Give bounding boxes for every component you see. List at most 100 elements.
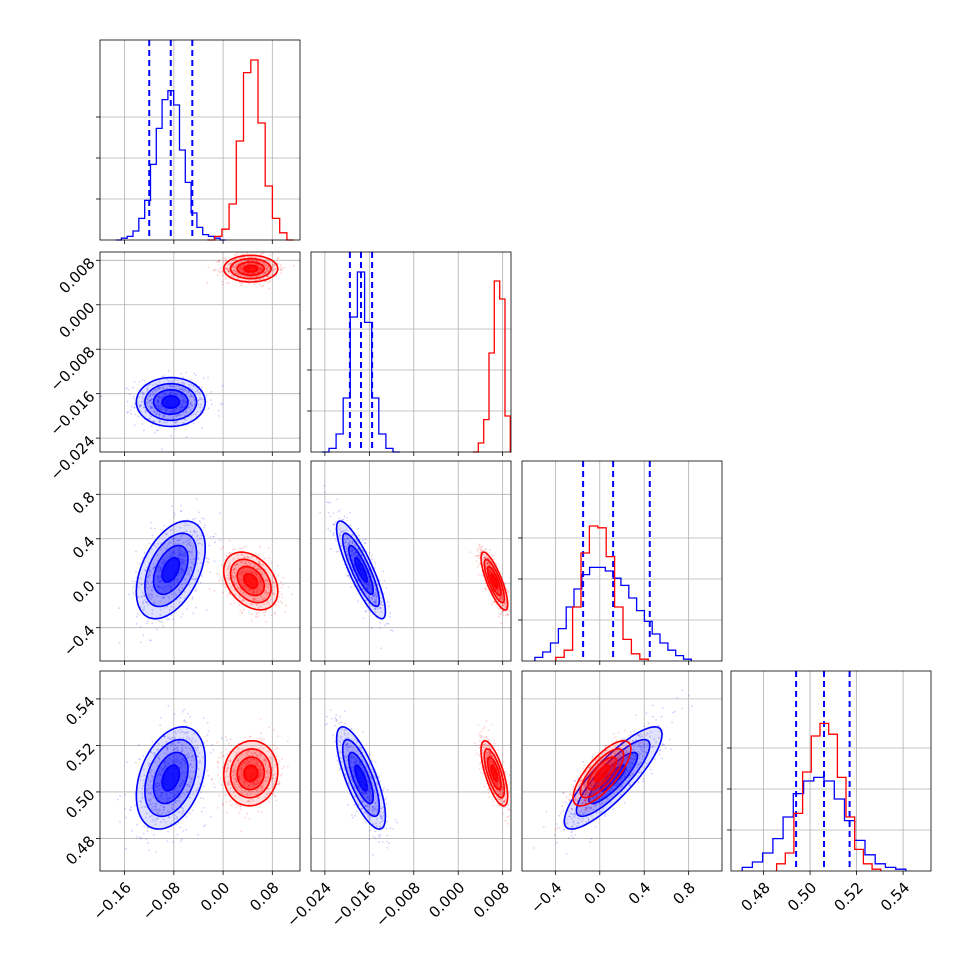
sample-point <box>203 518 206 520</box>
sample-point <box>279 600 282 603</box>
sample-point <box>224 276 227 278</box>
sample-point <box>136 616 138 618</box>
sample-point <box>226 555 228 558</box>
panel-2-2 <box>522 461 722 661</box>
sample-point <box>256 613 258 616</box>
sample-point <box>478 543 480 546</box>
sample-point <box>210 815 212 818</box>
sample-point <box>220 403 222 406</box>
sample-point <box>124 847 127 850</box>
sample-point <box>185 436 188 438</box>
sample-point <box>176 833 179 836</box>
sample-point <box>155 404 157 406</box>
sample-point <box>278 783 281 785</box>
sample-point <box>258 611 261 613</box>
sample-point <box>183 708 186 711</box>
sample-point <box>477 549 479 552</box>
sample-point <box>118 641 121 644</box>
sample-point <box>267 547 270 550</box>
panel-background <box>100 671 300 871</box>
sample-point <box>319 511 322 514</box>
panel-2-0 <box>100 461 300 661</box>
sample-point <box>207 376 209 379</box>
sample-point <box>126 400 129 403</box>
sample-point <box>159 724 162 727</box>
sample-point <box>175 415 178 418</box>
sample-point <box>206 721 209 724</box>
sample-point <box>184 397 187 400</box>
sample-point <box>364 538 367 541</box>
sample-point <box>132 397 135 400</box>
sample-point <box>180 372 183 375</box>
sample-point <box>280 272 283 274</box>
sample-point <box>385 587 388 590</box>
sample-point <box>220 756 223 759</box>
sample-point <box>367 608 369 611</box>
sample-point <box>336 498 338 501</box>
sample-point <box>135 550 137 553</box>
sample-point <box>177 395 180 398</box>
sample-point <box>241 611 244 614</box>
sample-point <box>281 268 283 271</box>
sample-point <box>262 611 265 614</box>
sample-point <box>244 736 246 739</box>
sample-point <box>323 491 326 494</box>
sample-point <box>144 411 147 414</box>
sample-point <box>182 376 184 379</box>
sample-point <box>268 287 271 290</box>
sample-point <box>192 518 194 521</box>
sample-point <box>151 622 154 625</box>
density-1-0 <box>100 251 295 451</box>
sample-point <box>255 615 257 618</box>
sample-point <box>205 609 208 611</box>
sample-point <box>181 406 183 409</box>
sample-point <box>475 560 478 562</box>
sample-point <box>173 514 176 516</box>
sample-point <box>280 593 283 595</box>
sample-point <box>475 555 477 557</box>
sample-point <box>350 586 352 589</box>
sample-point <box>172 618 175 621</box>
sample-point <box>243 545 246 548</box>
sample-point <box>145 410 148 412</box>
sample-point <box>202 785 205 788</box>
sample-point <box>220 547 223 550</box>
sample-point <box>233 254 236 256</box>
sample-point <box>195 374 197 377</box>
sample-point <box>222 546 225 548</box>
sample-point <box>182 422 185 425</box>
sample-point <box>136 836 138 838</box>
sample-point <box>380 647 383 650</box>
sample-point <box>150 406 153 409</box>
sample-point <box>345 517 348 519</box>
sample-point <box>186 712 189 715</box>
sample-point <box>138 563 141 565</box>
sample-point <box>134 424 136 426</box>
sample-point <box>272 729 275 731</box>
sample-point <box>388 605 390 608</box>
sample-point <box>214 541 216 544</box>
sample-point <box>146 384 149 387</box>
sample-point <box>259 718 262 720</box>
sample-point <box>262 285 265 288</box>
sample-point <box>390 629 392 632</box>
sample-point <box>206 734 209 736</box>
sample-point <box>166 408 168 411</box>
sample-point <box>202 797 205 800</box>
sample-point <box>265 621 268 623</box>
sample-point <box>492 554 495 557</box>
sample-point <box>149 399 151 402</box>
sample-point <box>191 809 194 812</box>
sample-point <box>150 527 152 530</box>
sample-point <box>241 547 244 550</box>
sample-point <box>329 502 332 504</box>
sample-point <box>379 621 382 624</box>
sample-point <box>147 842 149 845</box>
sample-point <box>239 609 242 612</box>
sample-point <box>332 523 335 526</box>
sample-point <box>145 838 148 841</box>
sample-point <box>157 400 160 403</box>
sample-point <box>134 804 137 806</box>
sample-point <box>233 602 236 604</box>
sample-point <box>201 575 204 578</box>
